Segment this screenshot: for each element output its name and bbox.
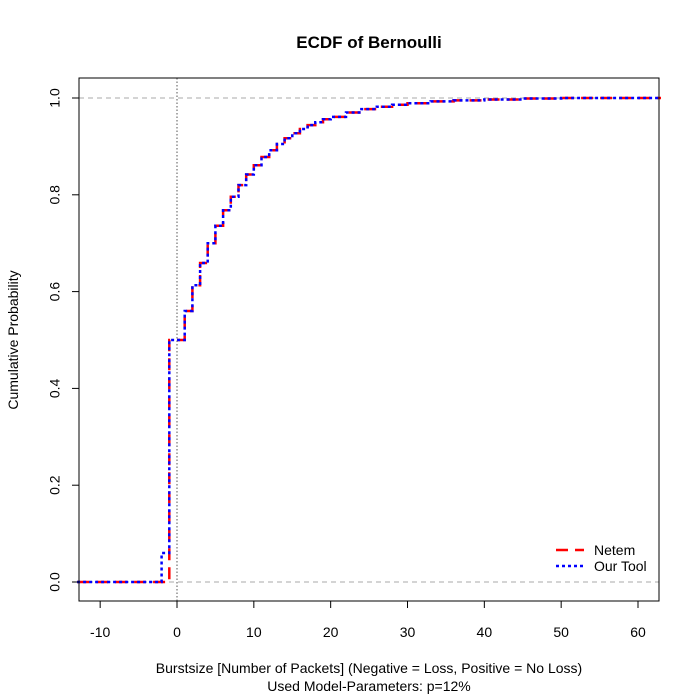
legend-label-our-tool: Our Tool	[594, 558, 647, 574]
x-axis-label: Burstsize [Number of Packets] (Negative …	[156, 660, 582, 676]
x-tick-label: 50	[553, 624, 569, 640]
y-axis-label: Cumulative Probability	[5, 270, 21, 409]
x-tick-label: 20	[323, 624, 339, 640]
y-tick-label: 1.0	[47, 88, 63, 108]
legend: Netem Our Tool	[556, 542, 647, 574]
legend-label-netem: Netem	[594, 542, 635, 558]
x-axis: -10 0 10 20 30 40 50 60	[90, 601, 646, 640]
x-tick-label: 30	[400, 624, 416, 640]
series-line-netem	[77, 96, 661, 584]
y-axis: 0.0 0.2 0.4 0.6 0.8 1.0	[47, 88, 79, 592]
y-tick-label: 0.6	[47, 282, 63, 302]
plot-frame	[78, 77, 660, 602]
series-lines	[77, 96, 661, 584]
y-tick-label: 0.0	[47, 572, 63, 592]
x-tick-label: 40	[477, 624, 493, 640]
x-tick-label: -10	[90, 624, 110, 640]
x-tick-label: 60	[630, 624, 646, 640]
x-tick-label: 10	[246, 624, 262, 640]
x-axis-label-line2: Used Model-Parameters: p=12%	[267, 678, 471, 694]
reference-lines	[79, 78, 659, 601]
y-tick-label: 0.2	[47, 475, 63, 495]
chart-title: ECDF of Bernoulli	[296, 33, 441, 52]
y-tick-label: 0.8	[47, 185, 63, 205]
x-tick-label: 0	[173, 624, 181, 640]
y-tick-label: 0.4	[47, 378, 63, 398]
series-line-our-tool	[77, 96, 661, 584]
